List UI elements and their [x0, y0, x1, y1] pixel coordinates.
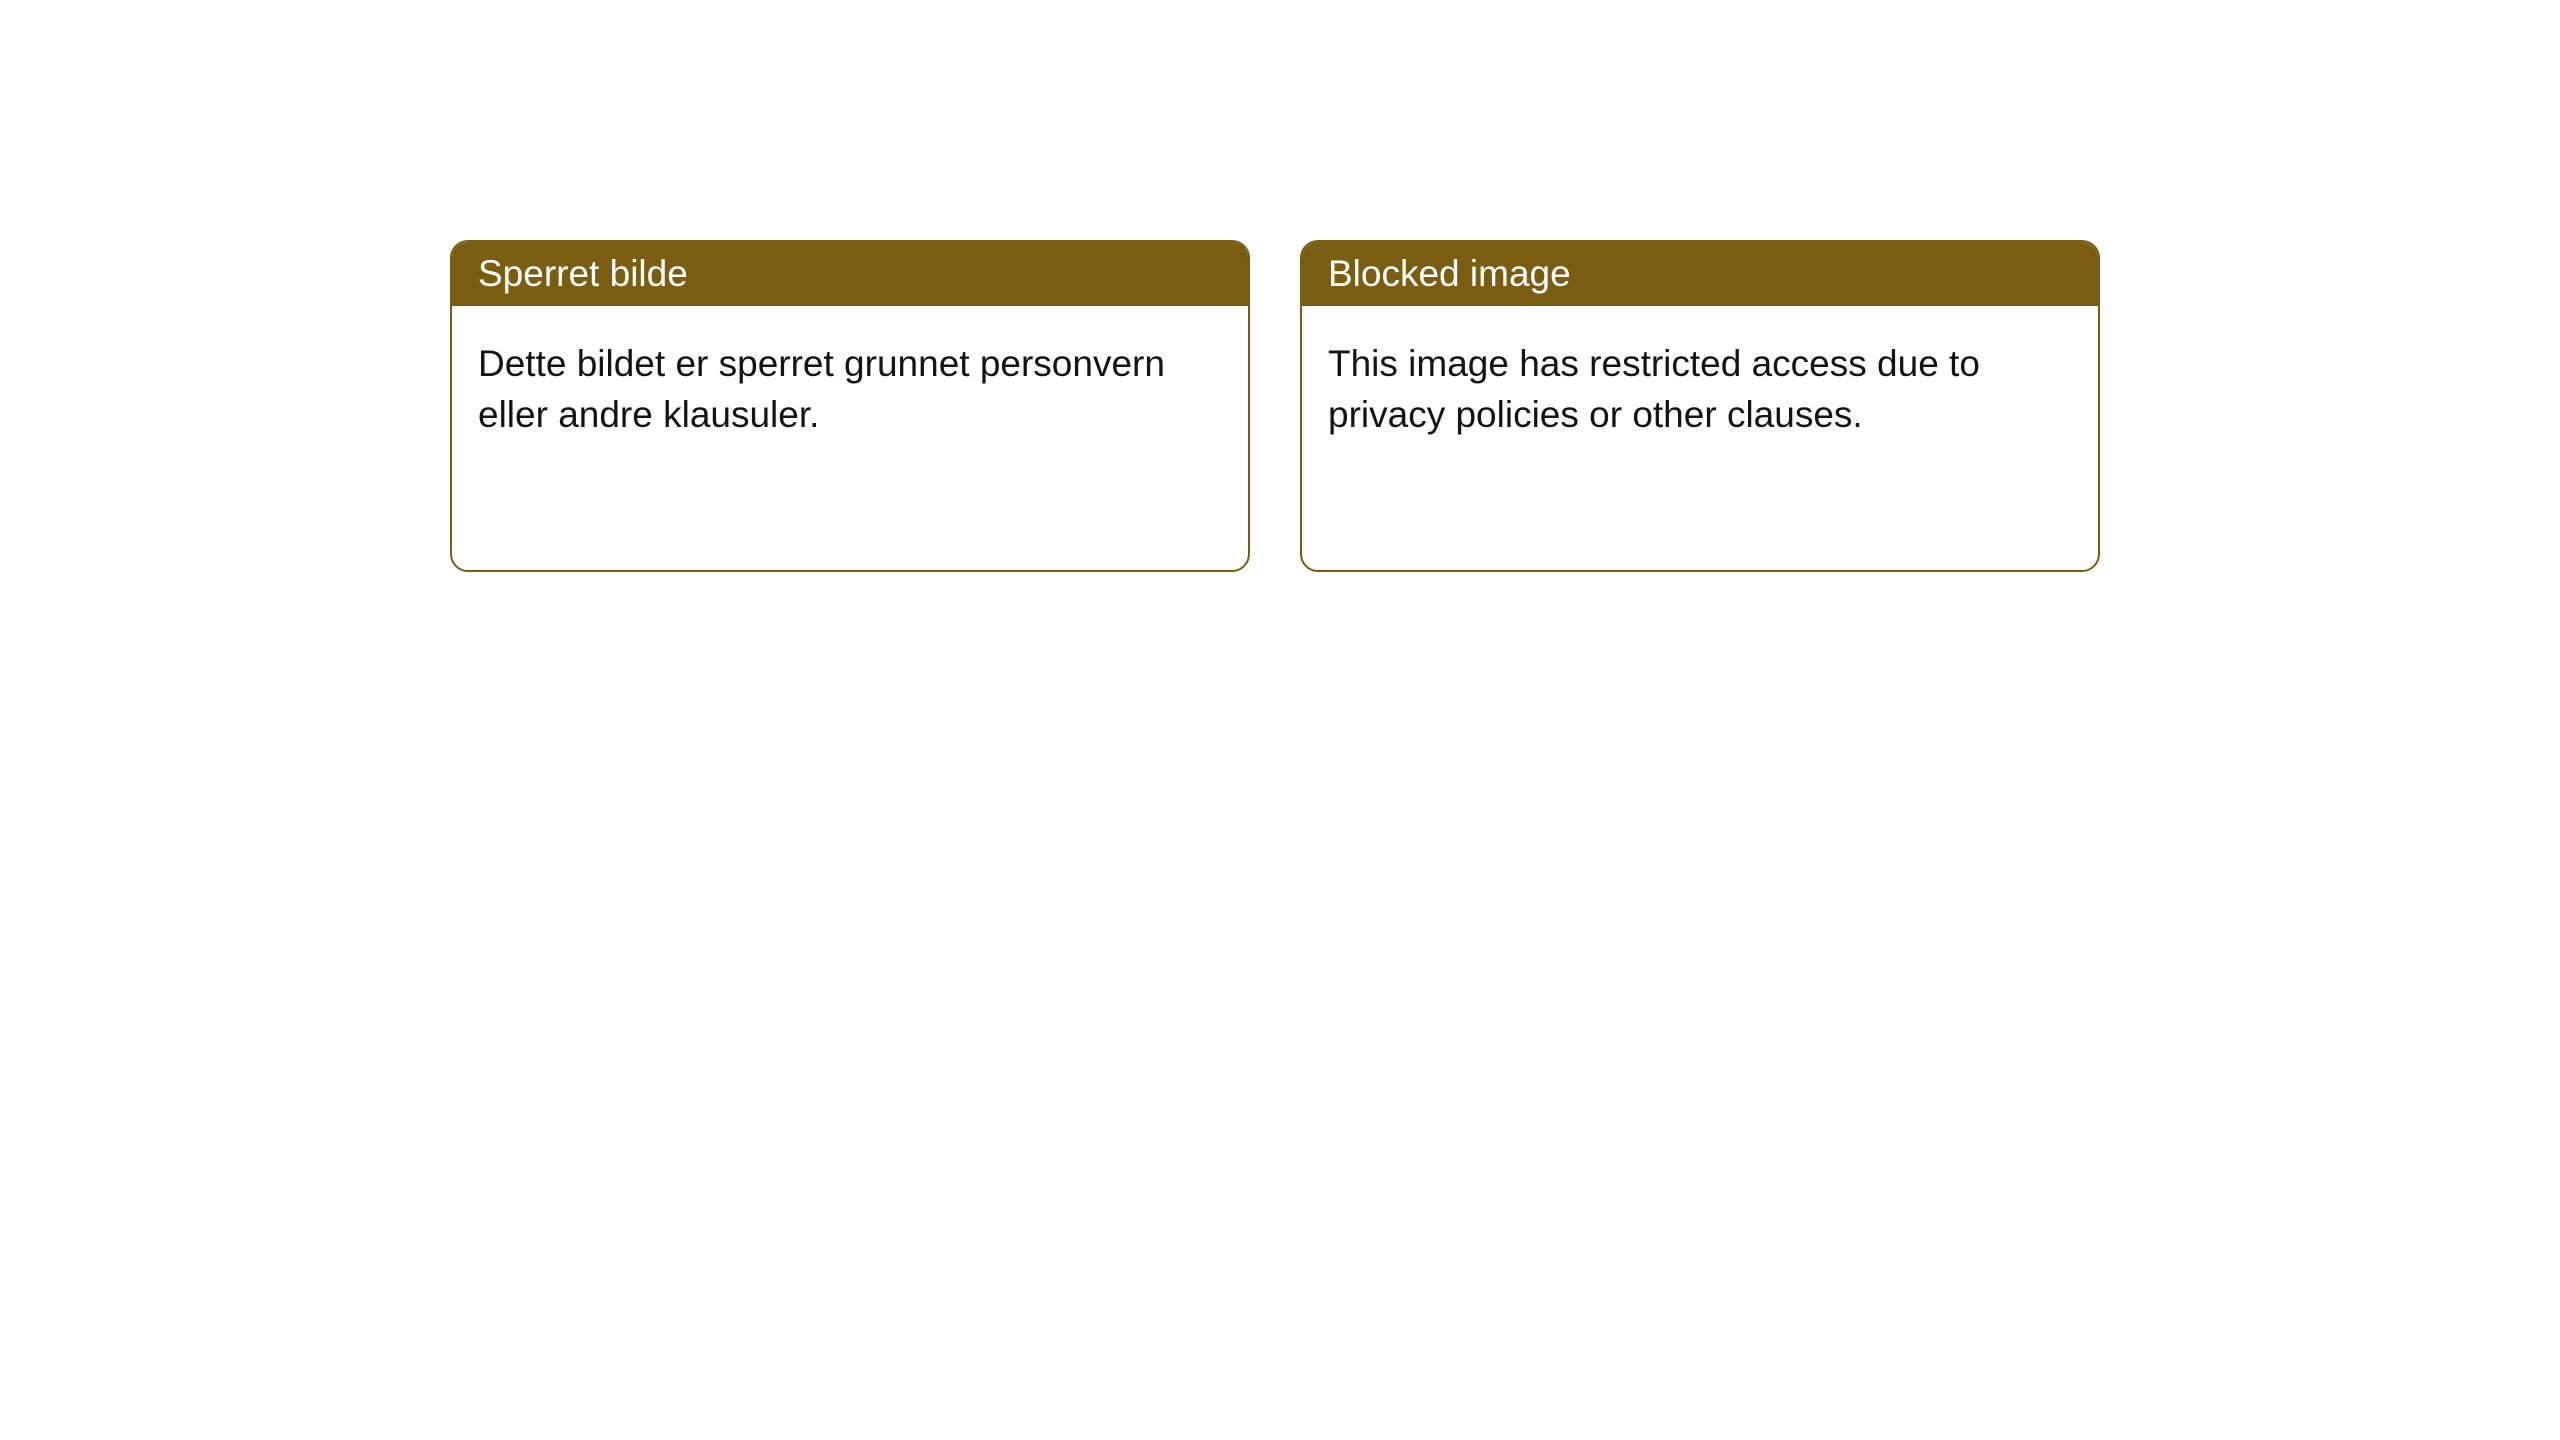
- card-body: This image has restricted access due to …: [1302, 306, 2098, 472]
- notice-card-en: Blocked image This image has restricted …: [1300, 240, 2100, 572]
- cards-container: Sperret bilde Dette bildet er sperret gr…: [0, 0, 2560, 572]
- card-header: Blocked image: [1302, 242, 2098, 306]
- card-header: Sperret bilde: [452, 242, 1248, 306]
- card-body: Dette bildet er sperret grunnet personve…: [452, 306, 1248, 472]
- notice-card-no: Sperret bilde Dette bildet er sperret gr…: [450, 240, 1250, 572]
